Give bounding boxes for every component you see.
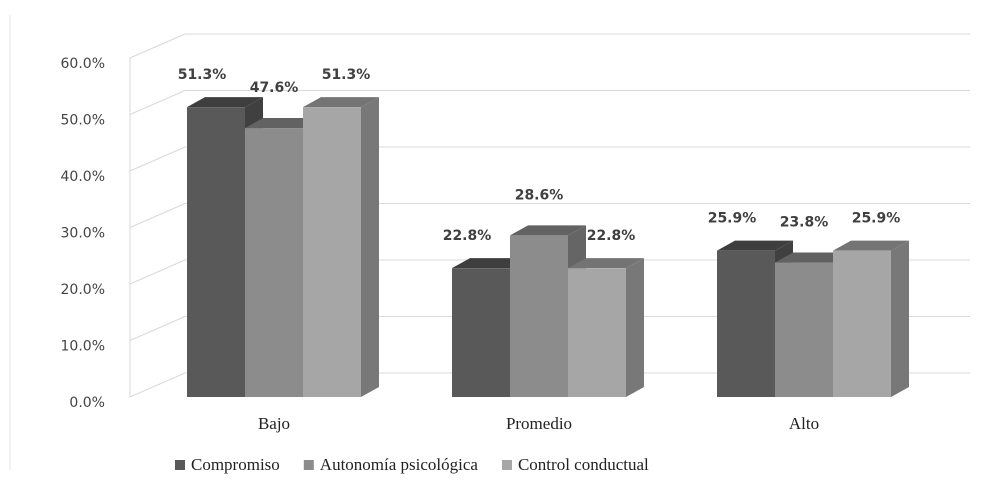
- grid-line: [129, 146, 186, 172]
- bar: [245, 128, 303, 397]
- y-tick-label: 0.0%: [69, 395, 105, 411]
- bar: [303, 107, 361, 397]
- bar: [510, 235, 568, 397]
- y-tick-label: 40.0%: [61, 169, 105, 185]
- bar-top: [452, 258, 528, 269]
- grid-line: [129, 90, 186, 115]
- x-tick-label: Promedio: [506, 414, 572, 433]
- x-tick-label: Alto: [789, 414, 819, 433]
- bar: [717, 250, 775, 397]
- data-label: 51.3%: [178, 67, 227, 83]
- grid-line: [129, 316, 186, 341]
- bar-top: [568, 258, 644, 269]
- y-tick-label: 30.0%: [61, 226, 105, 242]
- data-label: 47.6%: [250, 80, 299, 96]
- bar: [568, 268, 626, 397]
- legend-swatch: [303, 460, 314, 470]
- bar-side: [361, 97, 379, 397]
- bar-top: [510, 225, 586, 236]
- data-label: 25.9%: [852, 211, 901, 227]
- y-tick-label: 20.0%: [61, 282, 105, 298]
- legend-label: Control conductual: [518, 455, 649, 474]
- bar-top: [187, 97, 263, 108]
- bar: [833, 250, 891, 397]
- legend-swatch: [501, 460, 512, 470]
- legend-swatch: [175, 460, 185, 470]
- bar: [775, 262, 833, 397]
- bar-side: [626, 258, 644, 397]
- grid-line: [129, 33, 186, 59]
- y-tick-label: 50.0%: [61, 113, 105, 129]
- data-label: 25.9%: [708, 211, 757, 227]
- y-tick-label: 60.0%: [61, 56, 105, 72]
- bar-top: [245, 118, 321, 129]
- data-label: 22.8%: [443, 228, 492, 244]
- x-tick-label: Bajo: [258, 414, 290, 433]
- bar-top: [833, 240, 909, 251]
- grid-line: [129, 372, 186, 398]
- y-tick-label: 10.0%: [61, 339, 105, 355]
- bar-side: [891, 240, 909, 397]
- bar-top: [303, 97, 379, 108]
- bar-top: [775, 252, 851, 263]
- bar-top: [717, 240, 793, 251]
- data-label: 22.8%: [587, 228, 636, 244]
- grid-line: [129, 203, 186, 228]
- legend-label: Autonomía psicológica: [320, 455, 479, 474]
- legend-label: Compromiso: [191, 455, 280, 474]
- bar: [452, 268, 510, 397]
- data-label: 28.6%: [515, 187, 564, 203]
- data-label: 23.8%: [780, 215, 829, 231]
- grid-line: [129, 259, 186, 285]
- data-label: 51.3%: [322, 67, 371, 83]
- bar: [187, 107, 245, 397]
